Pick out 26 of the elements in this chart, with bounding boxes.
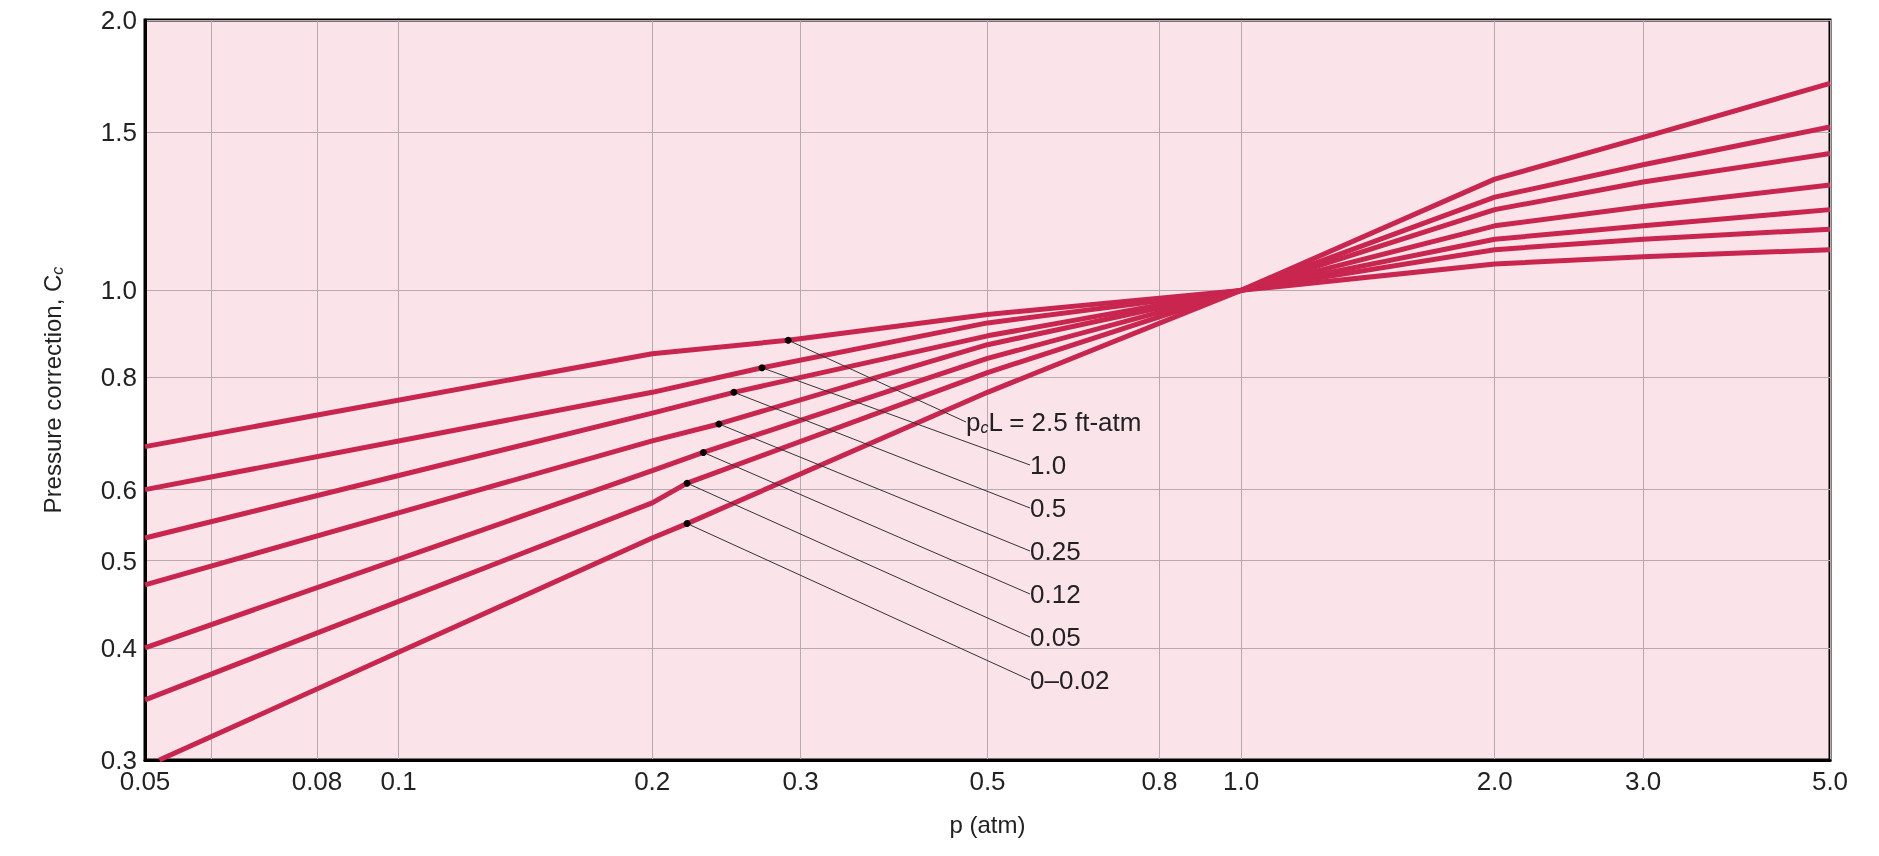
text: 0.25: [1030, 536, 1081, 566]
x-axis-title: p (atm): [949, 810, 1026, 838]
y-tick-label: 0.6: [100, 474, 137, 505]
y-tick-label: 2.0: [100, 5, 137, 35]
text: 0–0.02: [1030, 665, 1110, 695]
text: pcL = 2.5 ft-atm: [966, 407, 1142, 437]
y-tick-label: 1.0: [100, 275, 137, 306]
x-tick-label: 1.0: [1223, 766, 1260, 796]
y-tick-label: 0.8: [100, 362, 137, 393]
x-tick-label: 0.1: [380, 766, 417, 796]
x-tick-label: 0.2: [634, 766, 671, 796]
text: 0.5: [1030, 493, 1067, 523]
text: 0.12: [1030, 579, 1081, 609]
y-axis-title: Pressure correction, Cc: [38, 266, 66, 514]
y-tick-label: 0.5: [100, 545, 137, 576]
x-tick-label: 0.08: [291, 766, 343, 796]
x-tick-label: 0.3: [782, 766, 819, 796]
text: 1.0: [1030, 450, 1067, 480]
text: 0.05: [1030, 622, 1081, 652]
x-tick-label: 0.5: [969, 766, 1006, 796]
x-tick-label: 3.0: [1625, 766, 1662, 796]
y-tick-label: 1.5: [100, 117, 137, 148]
y-tick-label: 0.4: [100, 632, 137, 663]
x-tick-label: 5.0: [1811, 766, 1849, 796]
x-tick-label: 2.0: [1476, 766, 1513, 796]
x-tick-label: 0.8: [1141, 766, 1178, 796]
